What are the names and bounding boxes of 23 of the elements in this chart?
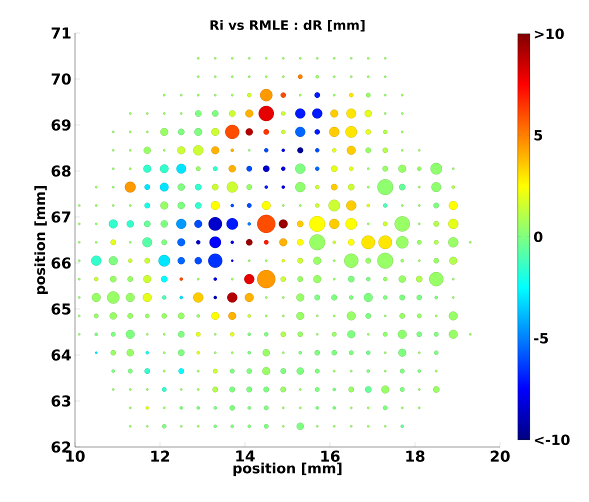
y-tick-label: 66 bbox=[52, 257, 71, 269]
y-tick-label: 69 bbox=[52, 119, 71, 131]
y-tick-label: 68 bbox=[52, 165, 71, 177]
y-tick-label: 65 bbox=[52, 303, 70, 315]
y-tick-label: 63 bbox=[52, 395, 70, 407]
color-bar-label: 5 bbox=[534, 130, 542, 141]
color-bar-label: -5 bbox=[534, 333, 548, 344]
color-bar-label: >10 bbox=[534, 28, 564, 40]
color-bar-label: 0 bbox=[534, 232, 542, 242]
y-tick-label: 70 bbox=[52, 73, 71, 85]
x-tick-label: 16 bbox=[321, 450, 340, 462]
chart-title: Ri vs RMLE : dR [mm] bbox=[210, 20, 365, 32]
x-tick-label: 14 bbox=[236, 450, 255, 462]
x-tick-label: 12 bbox=[151, 450, 170, 462]
x-axis-title: position [mm] bbox=[234, 462, 342, 476]
x-tick-label: 20 bbox=[490, 450, 510, 462]
y-tick-label: 71 bbox=[52, 28, 70, 38]
y-tick-label: 62 bbox=[52, 441, 70, 453]
x-tick-label: 18 bbox=[406, 450, 424, 462]
color-bar-label: <-10 bbox=[534, 434, 570, 446]
y-axis-title: position [mm] bbox=[34, 186, 48, 294]
y-tick-label: 67 bbox=[52, 211, 70, 223]
y-tick-label: 64 bbox=[52, 349, 71, 361]
